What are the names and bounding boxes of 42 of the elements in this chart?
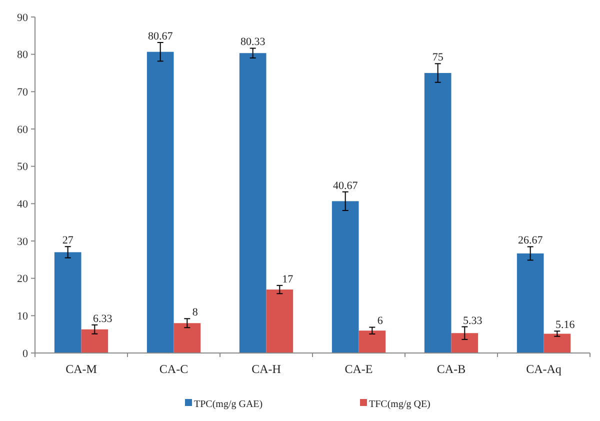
bar [174,323,201,353]
bar [81,329,108,353]
bar [358,330,386,353]
bar [544,334,571,353]
data-label: 75 [432,52,444,64]
bar [266,290,294,353]
data-label: 40.67 [332,180,358,192]
bar [54,252,82,353]
x-tick-label: CA-Aq [526,362,562,376]
data-label: 5.16 [556,319,576,332]
data-label: 80.33 [240,36,266,48]
x-tick-label: CA-E [344,362,373,376]
legend-label: TFC(mg/g QE) [369,399,430,410]
y-tick-label: 80 [17,49,28,62]
y-tick-label: 40 [17,198,28,211]
y-tick-label: 50 [17,161,28,174]
y-tick-label: 0 [22,348,28,360]
data-label: 80.67 [148,30,174,42]
y-tick-label: 20 [17,273,28,286]
x-tick-label: CA-M [66,362,98,376]
data-label: 17 [282,273,294,286]
y-tick-label: 60 [17,124,28,136]
x-tick-label: CA-B [436,362,466,376]
x-tick-label: CA-C [159,362,188,376]
y-tick-label: 10 [17,310,28,323]
data-label: 26.67 [518,234,544,247]
bar [332,201,359,353]
y-tick-label: 70 [17,86,28,99]
bar [239,53,266,353]
bar [516,253,544,353]
y-tick-label: 30 [17,236,28,248]
data-label: 27 [62,234,74,247]
bar [424,73,452,353]
bar [146,52,174,353]
legend-label: TPC(mg/g GAE) [194,399,263,410]
x-tick-label: CA-H [252,362,282,376]
y-tick-label: 90 [17,12,28,24]
data-label: 8 [192,306,198,319]
data-label: 5.33 [463,314,483,327]
data-label: 6.33 [93,312,113,325]
bar [451,333,478,353]
data-label: 6 [377,315,384,328]
